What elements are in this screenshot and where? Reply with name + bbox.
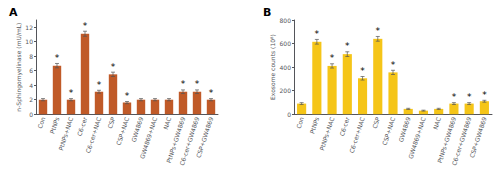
svg-text:Exosome counts (10⁸): Exosome counts (10⁸)	[269, 34, 276, 100]
svg-text:*: *	[376, 26, 381, 36]
svg-text:200: 200	[280, 87, 292, 94]
svg-text:12: 12	[25, 24, 33, 31]
svg-text:Con: Con	[295, 116, 305, 129]
svg-text:PtNPs+GW4869: PtNPs+GW4869	[164, 116, 187, 164]
svg-text:C6-cer: C6-cer	[338, 116, 351, 137]
svg-text:*: *	[83, 21, 88, 31]
svg-text:B: B	[263, 6, 271, 19]
svg-text:A: A	[9, 6, 18, 19]
svg-text:CSP+GW4869: CSP+GW4869	[195, 116, 215, 159]
svg-text:*: *	[195, 79, 200, 89]
svg-text:*: *	[391, 60, 396, 70]
svg-text:8: 8	[29, 53, 33, 60]
svg-text:CSP+NAC: CSP+NAC	[381, 116, 397, 146]
svg-text:GW4869: GW4869	[397, 116, 412, 143]
svg-text:PtNPs+NAC: PtNPs+NAC	[57, 116, 74, 151]
svg-text:C6-cer+NAC: C6-cer+NAC	[84, 116, 102, 154]
svg-text:C6-cer+NAC: C6-cer+NAC	[348, 116, 366, 154]
svg-text:400: 400	[280, 64, 292, 71]
svg-text:*: *	[345, 41, 350, 51]
svg-text:NAC: NAC	[162, 116, 173, 130]
svg-text:CSP+GW4869: CSP+GW4869	[468, 116, 488, 159]
svg-text:CSP: CSP	[106, 116, 116, 130]
svg-text:*: *	[209, 88, 214, 98]
svg-text:*: *	[97, 80, 102, 90]
svg-text:*: *	[315, 29, 320, 39]
svg-text:Con: Con	[36, 116, 46, 129]
svg-text:CSP+NAC: CSP+NAC	[115, 116, 131, 146]
svg-text:PtNPs: PtNPs	[48, 116, 60, 134]
svg-text:*: *	[360, 66, 365, 76]
svg-text:*: *	[125, 91, 130, 101]
svg-text:*: *	[69, 88, 74, 98]
svg-text:PtNPs: PtNPs	[308, 116, 320, 134]
svg-text:*: *	[181, 79, 186, 89]
svg-text:0: 0	[29, 111, 33, 118]
svg-text:C6-cer+GW4869: C6-cer+GW4869	[178, 116, 200, 166]
svg-text:800: 800	[280, 17, 292, 24]
svg-text:0: 0	[287, 111, 291, 118]
svg-text:*: *	[482, 90, 487, 100]
svg-text:GW4869+NAC: GW4869+NAC	[407, 116, 427, 159]
svg-text:*: *	[111, 62, 116, 72]
svg-text:4: 4	[29, 82, 33, 89]
svg-text:*: *	[452, 92, 457, 102]
svg-text:PtNPs+GW4869: PtNPs+GW4869	[435, 116, 458, 164]
svg-text:*: *	[330, 53, 335, 63]
svg-text:GW4869+NAC: GW4869+NAC	[138, 116, 158, 159]
svg-text:600: 600	[280, 40, 292, 47]
svg-text:10: 10	[25, 38, 33, 45]
svg-text:*: *	[467, 92, 472, 102]
svg-text:C6-cer: C6-cer	[76, 116, 89, 137]
svg-text:2: 2	[29, 96, 33, 103]
svg-text:*: *	[55, 53, 60, 63]
svg-text:GW4869: GW4869	[130, 116, 145, 143]
svg-text:NAC: NAC	[431, 116, 442, 130]
svg-text:PtNPs+NAC: PtNPs+NAC	[318, 116, 335, 151]
svg-text:C6-cer+GW4869: C6-cer+GW4869	[450, 116, 472, 166]
svg-text:CSP: CSP	[371, 116, 381, 130]
svg-text:n-Sphingomyelinase (mU/mL): n-Sphingomyelinase (mU/mL)	[15, 23, 23, 112]
svg-text:6: 6	[29, 67, 33, 74]
